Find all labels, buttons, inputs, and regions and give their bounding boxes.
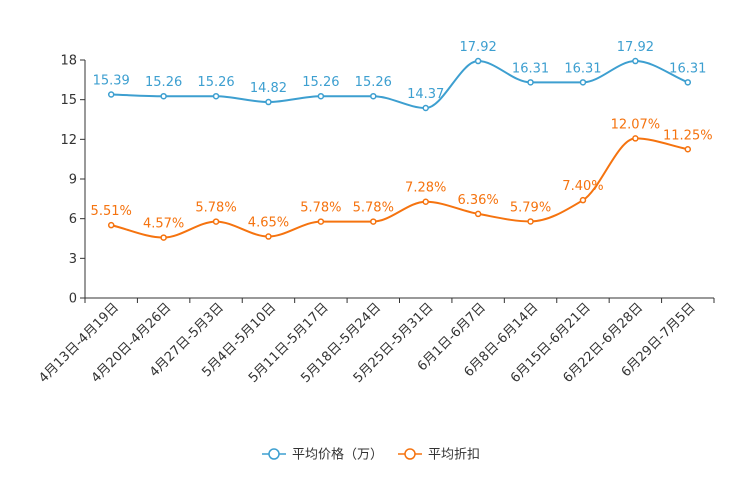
data-label: 17.92: [460, 40, 497, 55]
y-tick-label: 3: [69, 252, 77, 267]
data-label: 15.26: [355, 75, 392, 90]
y-tick-label: 9: [69, 173, 77, 188]
data-label: 15.26: [145, 75, 182, 90]
legend-item-0[interactable]: 平均价格（万）: [262, 447, 383, 463]
data-point[interactable]: [474, 210, 482, 218]
data-point[interactable]: [579, 196, 587, 204]
data-point[interactable]: [422, 104, 429, 112]
data-point[interactable]: [317, 92, 325, 100]
legend-label: 平均价格（万）: [292, 447, 383, 463]
legend-marker-icon: [404, 448, 416, 460]
data-point[interactable]: [160, 234, 167, 241]
data-label: 4.65%: [248, 216, 289, 231]
data-point[interactable]: [265, 233, 272, 240]
data-labels-layer: 15.39 15.26 15.26 14.82 15.26 15.26 14.37 17.92…: [91, 40, 713, 232]
data-point[interactable]: [632, 135, 639, 142]
data-point[interactable]: [527, 218, 534, 225]
data-point[interactable]: [107, 221, 115, 229]
data-label: 7.28%: [405, 181, 446, 196]
data-label: 5.78%: [353, 201, 394, 216]
data-point[interactable]: [422, 198, 429, 205]
data-label: 16.31: [512, 61, 549, 76]
data-point[interactable]: [317, 218, 325, 225]
y-tick-label: 0: [69, 292, 77, 307]
data-label: 15.26: [197, 75, 234, 90]
data-label: 5.79%: [510, 200, 551, 215]
data-label: 15.39: [93, 74, 130, 89]
data-label: 7.40%: [562, 179, 603, 194]
legend-label: 平均折扣: [428, 448, 480, 463]
data-point[interactable]: [579, 79, 587, 86]
data-label: 15.26: [302, 75, 339, 90]
data-point[interactable]: [160, 92, 167, 100]
series-layer: [107, 57, 692, 241]
legend[interactable]: 平均价格（万） 平均折扣: [262, 447, 480, 463]
y-tick-label: 18: [60, 54, 77, 69]
data-point[interactable]: [370, 218, 377, 225]
data-point[interactable]: [474, 57, 482, 65]
data-label: 14.37: [407, 87, 444, 102]
data-label: 12.07%: [611, 117, 661, 132]
data-point[interactable]: [212, 218, 220, 225]
data-point[interactable]: [212, 92, 220, 100]
data-label: 6.36%: [457, 193, 498, 208]
y-tick-label: 15: [60, 93, 77, 108]
data-label: 14.82: [250, 81, 287, 96]
data-point[interactable]: [684, 146, 692, 153]
data-label: 16.31: [564, 61, 601, 76]
data-point[interactable]: [684, 79, 692, 86]
data-point[interactable]: [265, 98, 272, 106]
data-label: 5.78%: [300, 201, 341, 216]
y-tick-label: 12: [60, 133, 77, 148]
data-point[interactable]: [107, 91, 115, 98]
data-label: 5.51%: [91, 204, 132, 219]
data-point[interactable]: [370, 92, 377, 100]
legend-marker-icon: [268, 448, 280, 460]
data-point[interactable]: [632, 57, 639, 65]
data-label: 4.57%: [143, 217, 184, 232]
data-point[interactable]: [527, 79, 534, 86]
legend-item-1[interactable]: 平均折扣: [398, 448, 480, 463]
data-label: 16.31: [669, 61, 706, 76]
data-label: 5.78%: [195, 201, 236, 216]
data-label: 17.92: [617, 40, 654, 55]
y-tick-label: 6: [69, 212, 77, 227]
data-label: 11.25%: [663, 128, 713, 143]
